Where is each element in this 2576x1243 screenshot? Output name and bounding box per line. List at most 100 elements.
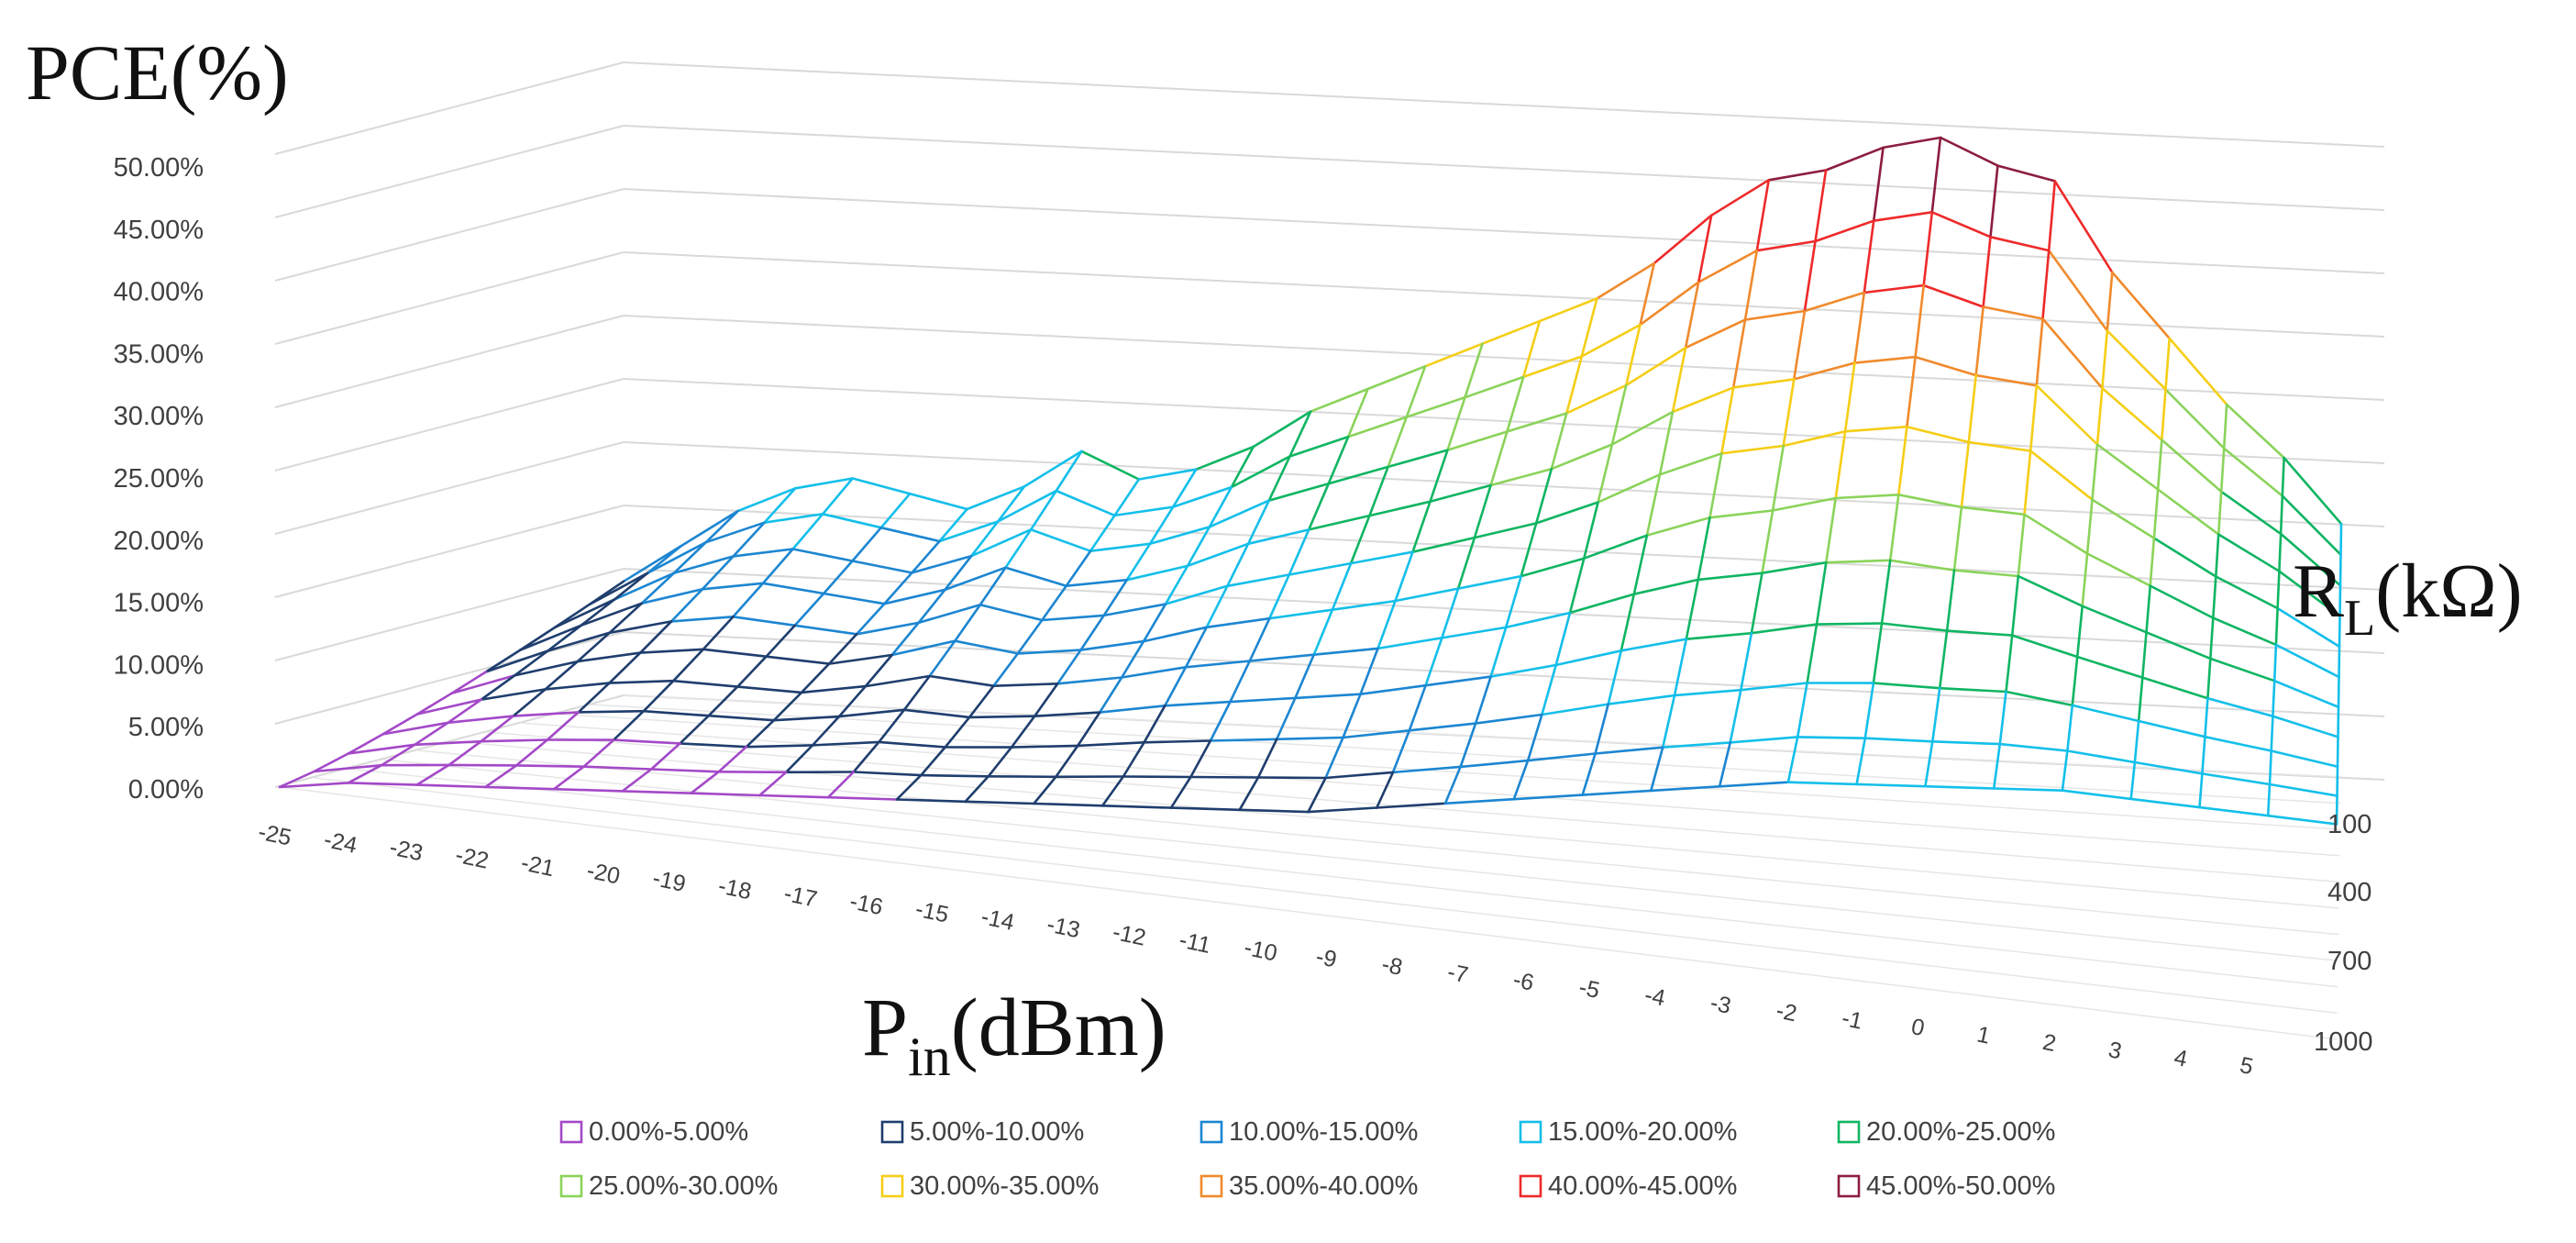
mesh-line-y — [1658, 410, 1675, 476]
mesh-line-x — [1624, 346, 1687, 387]
mesh-line-x — [547, 631, 612, 652]
mesh-line-y — [577, 682, 611, 714]
mesh-line-y — [2141, 630, 2148, 679]
mesh-line-y — [822, 560, 854, 595]
mesh-line-x — [2081, 605, 2148, 634]
mesh-line-x — [1143, 739, 1212, 744]
mesh-line-y — [1974, 305, 1985, 377]
legend-label: 25.00%-30.00% — [589, 1171, 778, 1201]
mesh-line-x — [2075, 655, 2144, 679]
mesh-line-x — [1016, 649, 1082, 655]
mesh-line-x — [1534, 501, 1599, 525]
mesh-line-x — [1645, 516, 1711, 537]
mesh-line-x — [1324, 771, 1395, 780]
z-tick-label: 25.00% — [114, 464, 204, 494]
mesh-line-x — [1541, 703, 1609, 716]
mesh-line-y — [2041, 249, 2051, 320]
floor-line — [348, 768, 2338, 988]
side-wall-gridline — [274, 441, 625, 535]
mesh-line-y — [1731, 318, 1747, 389]
z-tick-label: 35.00% — [114, 339, 204, 369]
mesh-line-x — [1268, 608, 1334, 620]
mesh-line-y — [1814, 169, 1828, 243]
mesh-line-x — [1673, 688, 1742, 697]
mesh-line-y — [1952, 505, 1963, 572]
mesh-line-y — [690, 770, 721, 795]
mesh-line-y — [1880, 559, 1892, 625]
mesh-line-y — [732, 582, 765, 618]
x-tick-label: -14 — [978, 904, 1016, 936]
mesh-line-x — [1671, 386, 1735, 414]
mesh-line-y — [1079, 614, 1105, 651]
mesh-line-y — [2201, 735, 2206, 775]
mesh-line-x — [2111, 271, 2171, 340]
side-wall-gridline — [274, 61, 625, 155]
mesh-line-x — [1526, 752, 1597, 762]
mesh-line-x — [827, 653, 894, 665]
legend-label: 40.00%-45.00% — [1548, 1171, 1737, 1201]
mesh-line-x — [1080, 449, 1141, 481]
z-axis-ticks: 0.00% 5.00% 10.00% 15.00% 20.00% 25.00% 30.00%… — [114, 153, 204, 805]
mesh-line-y — [1581, 752, 1597, 796]
mesh-line-y — [1473, 483, 1492, 539]
mesh-line-x — [1504, 611, 1572, 629]
mesh-line-y — [1506, 375, 1525, 433]
mesh-line-y — [679, 714, 711, 745]
mesh-line-y — [2017, 513, 2026, 578]
floor-line — [485, 731, 2340, 883]
mesh-line-y — [1580, 297, 1598, 358]
x-axis-title-sub: in — [908, 1027, 951, 1087]
legend-label: 45.00%-50.00% — [1866, 1171, 2055, 1201]
mesh-line-x — [1597, 472, 1662, 504]
mesh-line-x — [2204, 735, 2272, 752]
x-tick-label: 2 — [2040, 1029, 2058, 1057]
floor-line — [279, 786, 2338, 1040]
mesh-line-x — [1771, 496, 1837, 512]
mesh-line-y — [1148, 505, 1175, 546]
mesh-line-x — [1230, 455, 1291, 489]
side-wall-gridline — [274, 188, 625, 282]
floor-line — [520, 722, 2340, 857]
mesh-line-x — [1209, 738, 1278, 742]
mesh-line-y — [2075, 605, 2084, 659]
mesh-line-x — [928, 674, 995, 688]
z-tick-label: 0.00% — [128, 775, 204, 805]
mesh-line-y — [1786, 736, 1799, 784]
mesh-line-y — [1041, 584, 1067, 622]
mesh-line-x — [1122, 775, 1192, 779]
mesh-line-x — [855, 621, 920, 636]
mesh-line-y — [852, 740, 880, 773]
back-wall-gridline — [623, 568, 2385, 654]
mesh-line-x — [793, 624, 858, 636]
mesh-line-x — [1195, 445, 1255, 472]
mesh-line-y — [1834, 429, 1847, 500]
mesh-line-y — [1855, 737, 1867, 786]
mesh-line-x — [669, 615, 735, 623]
mesh-line-y — [552, 765, 585, 791]
mesh-line-x — [919, 773, 990, 778]
mesh-line-x — [450, 674, 516, 695]
mesh-line-y — [992, 652, 1020, 688]
mesh-line-x — [2041, 317, 2104, 390]
mesh-line-y — [851, 526, 883, 562]
mesh-line-y — [944, 554, 973, 592]
mesh-line-x — [1429, 483, 1492, 504]
mesh-line-x — [690, 792, 761, 797]
x-tick-label: -11 — [1177, 927, 1212, 960]
mesh-line-y — [1740, 631, 1753, 692]
x-tick-label: -17 — [781, 881, 819, 913]
mesh-line-x — [1394, 587, 1460, 603]
mesh-line-y — [967, 684, 995, 719]
y-tick-label: 400 — [2327, 878, 2371, 907]
mesh-line-y — [380, 743, 416, 767]
mesh-line-x — [1408, 722, 1477, 732]
mesh-line-x — [1474, 713, 1543, 725]
mesh-line-y — [1720, 386, 1735, 455]
mesh-line-x — [702, 648, 768, 659]
mesh-line-y — [646, 545, 682, 575]
mesh-line-x — [2129, 797, 2201, 809]
mesh-line-y — [1055, 744, 1079, 779]
mesh-line-y — [1930, 136, 1942, 214]
mesh-line-x — [2206, 696, 2274, 718]
mesh-line-x — [552, 787, 625, 793]
